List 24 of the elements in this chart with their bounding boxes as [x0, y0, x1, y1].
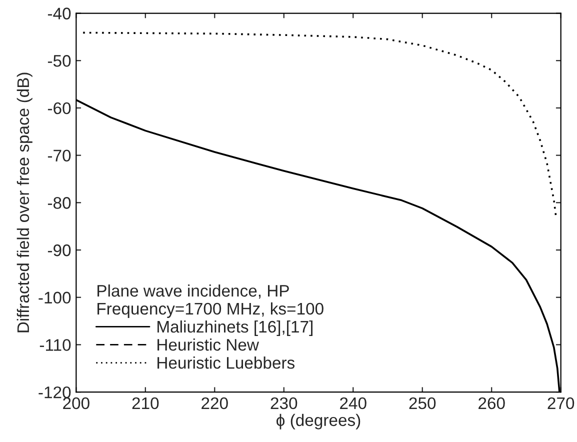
legend-title: Plane wave incidence, HP Frequency=1700 MHz, ks=100 — [98, 284, 324, 318]
x-tick-label: 240 — [340, 397, 366, 410]
x-tick-label: 270 — [548, 397, 574, 410]
y-axis-title: Diffracted field over free space (dB) — [16, 72, 32, 332]
y-tick-label: -120 — [38, 386, 71, 398]
x-tick-label: 220 — [202, 397, 228, 410]
x-axis-title: ϕ (degrees) — [276, 414, 360, 430]
y-tick-label: -90 — [48, 244, 71, 256]
x-tick-label: 230 — [270, 397, 298, 410]
x-tick-label: 260 — [478, 397, 505, 410]
y-tick-label: -50 — [48, 55, 71, 67]
legend-label: Heuristic Luebbers — [158, 356, 295, 369]
y-tick-label: -100 — [38, 292, 71, 304]
x-tick-label: 210 — [132, 397, 159, 410]
y-tick-label: -60 — [48, 102, 71, 114]
legend-label: Maliuzhinets [16],[17] — [158, 320, 312, 336]
y-tick-label: -110 — [40, 339, 71, 351]
y-tick-label: -70 — [48, 150, 71, 162]
y-tick-label: -40 — [48, 8, 71, 20]
x-tick-label: 200 — [63, 397, 90, 410]
y-tick-label: -80 — [48, 197, 71, 209]
line-series — [82, 32, 557, 218]
x-tick-label: 250 — [409, 397, 436, 410]
legend-label: Heuristic New — [158, 338, 260, 351]
